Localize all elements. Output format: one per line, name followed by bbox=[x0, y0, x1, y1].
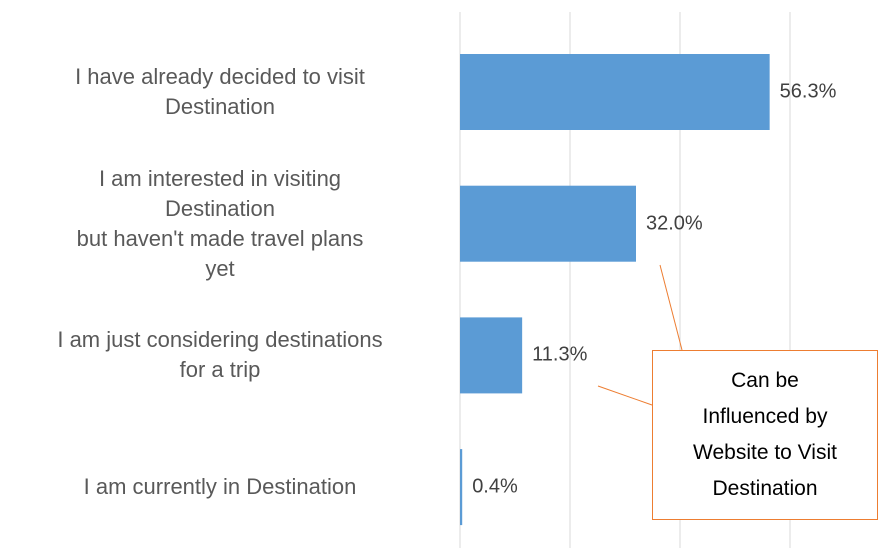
callout-line bbox=[659, 264, 683, 351]
value-label: 11.3% bbox=[532, 343, 588, 366]
category-label: I am currently in Destination bbox=[83, 474, 357, 500]
value-label: 0.4% bbox=[472, 475, 518, 498]
bar bbox=[460, 317, 523, 394]
callout-line bbox=[597, 385, 653, 406]
value-label: 56.3% bbox=[779, 80, 837, 103]
annotation-box: Can be Influenced by Website to Visit De… bbox=[652, 350, 878, 520]
bar bbox=[460, 449, 463, 526]
value-label: 32.0% bbox=[646, 212, 703, 235]
category-label: I am just considering destinations for a… bbox=[57, 327, 383, 383]
category-label: I have already decided to visit Destinat… bbox=[75, 64, 365, 119]
bar bbox=[460, 54, 770, 130]
bar bbox=[460, 185, 636, 262]
category-label: I am interested in visiting Destination … bbox=[76, 165, 364, 281]
